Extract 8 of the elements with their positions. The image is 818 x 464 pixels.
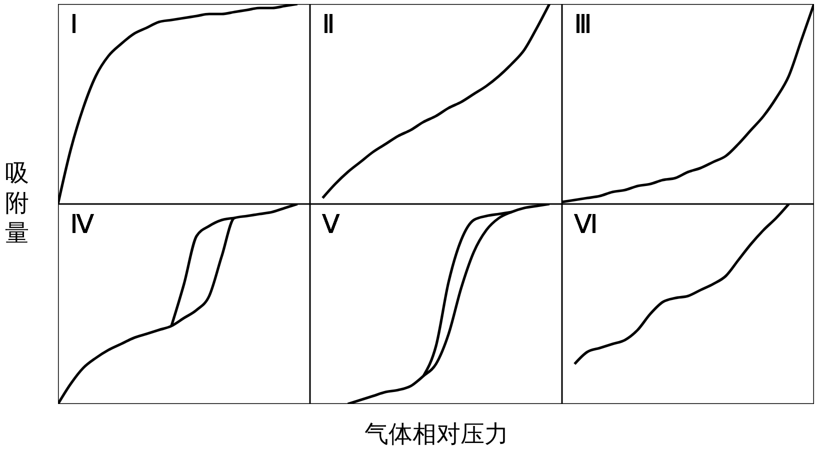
x-axis-title: 气体相对压力	[364, 419, 510, 450]
y-axis-title: 吸附量	[4, 158, 30, 248]
chart-title: Ⅱ	[322, 10, 335, 39]
chart-title: Ⅰ	[70, 10, 78, 39]
chart-title: Ⅲ	[574, 10, 592, 39]
chart-title: Ⅴ	[322, 210, 340, 239]
chart-title: Ⅳ	[70, 210, 94, 239]
chart-title: Ⅵ	[574, 210, 598, 239]
